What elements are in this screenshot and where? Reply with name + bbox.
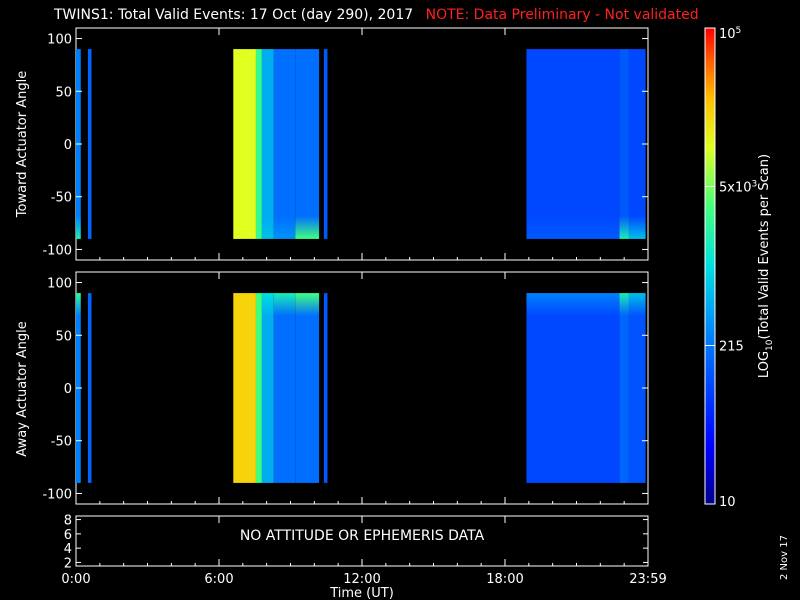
toward-ytick-label: 50 xyxy=(55,85,72,100)
away-ylabel: Away Actuator Angle xyxy=(15,321,30,456)
away-ytick-label: 100 xyxy=(47,277,72,292)
away-y-axis: 100 50 0 -50 -100 xyxy=(42,277,648,502)
away-ytick-label: 50 xyxy=(55,329,72,344)
toward-y-axis: 100 50 0 -50 -100 xyxy=(42,33,648,258)
time-tick-label: 23:59 xyxy=(629,572,666,587)
ephemeris-ytick-label: 4 xyxy=(64,542,72,557)
away-heatmap-block xyxy=(261,293,274,483)
time-axis: 0:00 6:00 12:00 18:00 23:59 xyxy=(61,28,667,587)
away-heatmap-block xyxy=(233,293,256,483)
toward-heatmap-block xyxy=(526,49,620,239)
time-tick-label: 6:00 xyxy=(204,572,233,587)
away-heatmap-block xyxy=(526,293,620,483)
toward-ytick-label: -50 xyxy=(51,191,72,206)
colorbar-tick-label: 105 xyxy=(719,26,741,42)
toward-heatmap-block xyxy=(273,49,296,239)
ephemeris-ytick-label: 8 xyxy=(64,514,72,529)
colorbar: 10 215 5x103 105 LOG10(Total Valid Events p… xyxy=(704,26,775,510)
toward-heatmap-block xyxy=(323,49,328,239)
time-tick-label: 12:00 xyxy=(343,572,380,587)
toward-heatmap-block xyxy=(628,49,646,239)
time-axis-label: Time (UT) xyxy=(329,586,394,600)
toward-ytick-label: -100 xyxy=(42,243,72,258)
toward-heatmap-block xyxy=(87,49,92,239)
colorbar-label: LOG10(Total Valid Events per Scan) xyxy=(757,154,775,378)
toward-ytick-label: 0 xyxy=(64,138,72,153)
chart-title: TWINS1: Total Valid Events: 17 Oct (day … xyxy=(54,7,699,23)
away-heatmap-block xyxy=(619,293,629,483)
away-heatmap-block xyxy=(323,293,328,483)
toward-heatmap-block xyxy=(619,49,629,239)
toward-heatmap xyxy=(76,49,646,239)
colorbar-tick-label: 5x103 xyxy=(719,180,757,196)
time-tick-label: 0:00 xyxy=(61,572,90,587)
away-heatmap-block xyxy=(255,293,262,483)
away-heatmap-block xyxy=(295,293,320,483)
preliminary-note: NOTE: Data Preliminary - Not validated xyxy=(425,7,699,23)
ephemeris-ytick-label: 2 xyxy=(64,556,72,571)
colorbar-tick-label: 10 xyxy=(719,495,736,510)
colorbar-tick-label: 215 xyxy=(719,339,744,354)
chart-title-main: TWINS1: Total Valid Events: 17 Oct (day … xyxy=(54,7,414,23)
away-panel: 100 50 0 -50 -100 Away Actuator Angle xyxy=(15,271,649,505)
away-heatmap-block xyxy=(628,293,646,483)
away-ytick-label: -100 xyxy=(42,487,72,502)
colorbar-gradient xyxy=(704,27,716,505)
away-heatmap-block xyxy=(87,293,92,483)
ephemeris-ytick-label: 6 xyxy=(64,528,72,543)
no-ephemeris-annotation: NO ATTITUDE OR EPHEMERIS DATA xyxy=(240,528,485,544)
away-ytick-label: 0 xyxy=(64,382,72,397)
toward-heatmap-block xyxy=(261,49,274,239)
time-tick-label: 18:00 xyxy=(486,572,523,587)
away-heatmap-block xyxy=(273,293,296,483)
toward-heatmap-block xyxy=(295,49,320,239)
toward-heatmap-block xyxy=(233,49,256,239)
toward-heatmap-block xyxy=(255,49,262,239)
toward-ylabel: Toward Actuator Angle xyxy=(15,71,30,218)
away-ytick-label: -50 xyxy=(51,435,72,450)
date-stamp: 2 Nov 17 xyxy=(779,535,790,580)
ephemeris-plot-frame xyxy=(75,515,649,567)
toward-ytick-label: 100 xyxy=(47,33,72,48)
toward-panel: 100 50 0 -50 -100 Toward Actuator Angle xyxy=(15,27,649,261)
